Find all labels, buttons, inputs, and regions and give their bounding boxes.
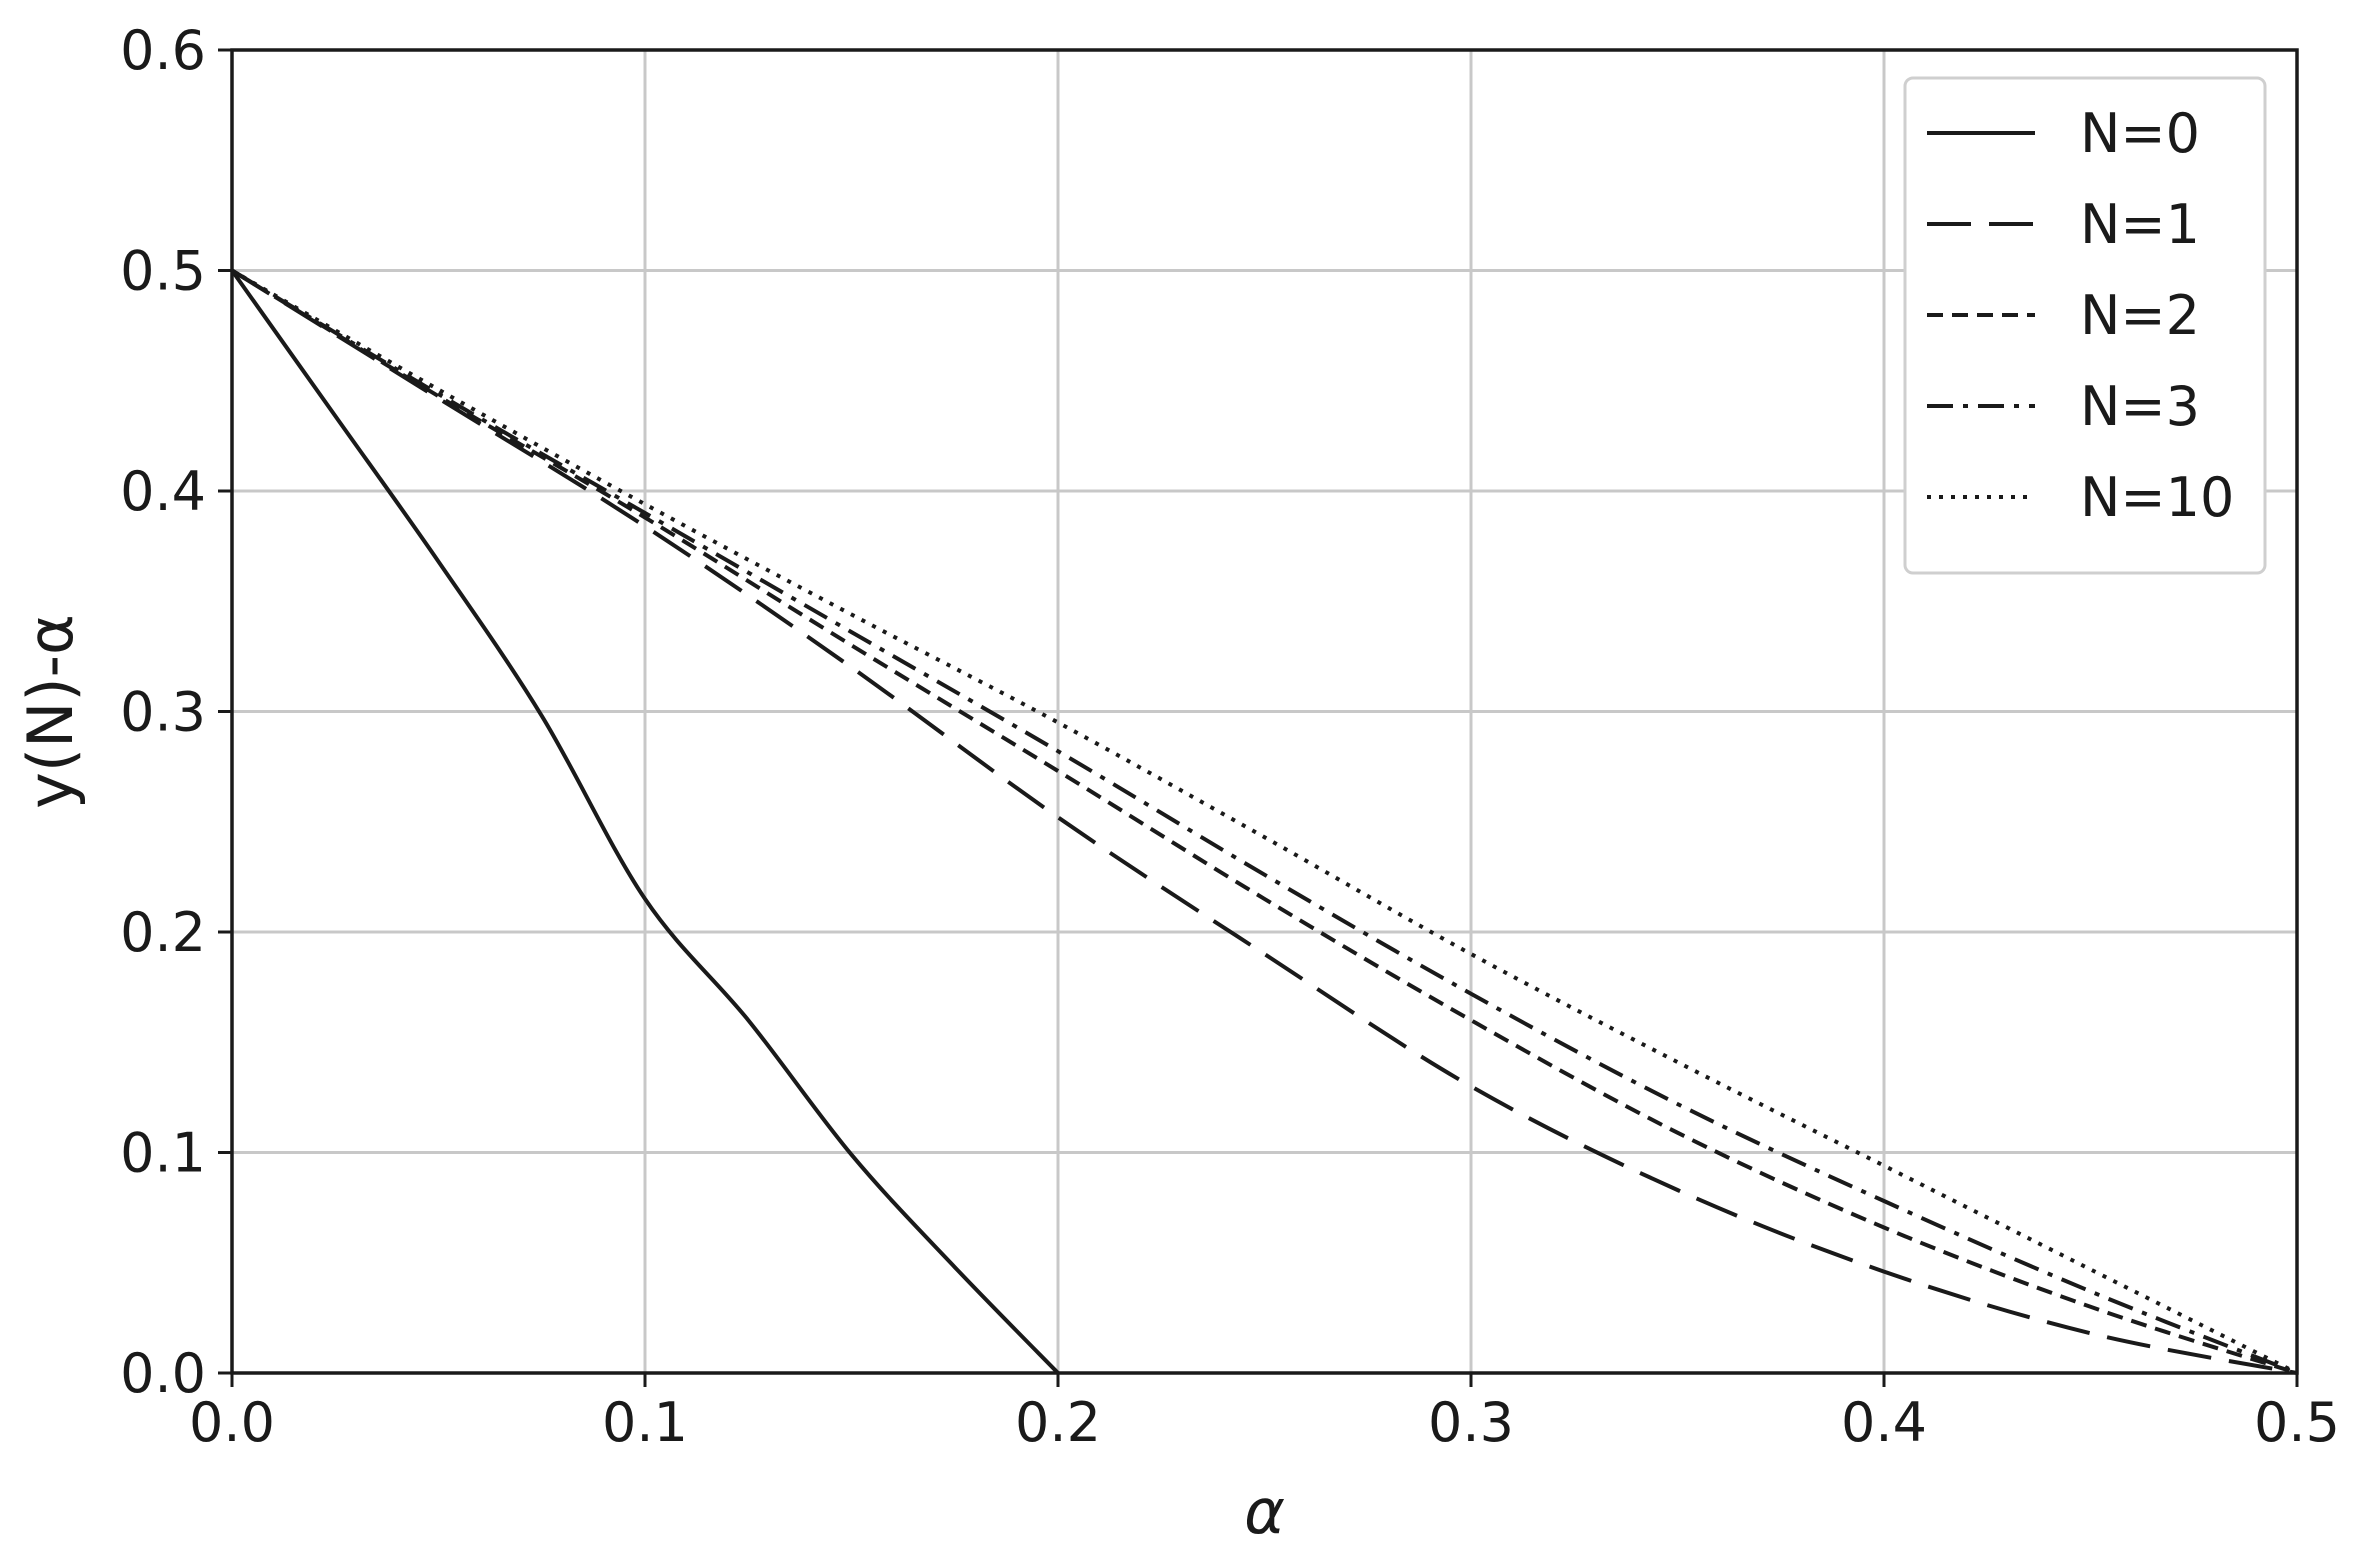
series-lines xyxy=(230,268,2298,1375)
x-tick-label: 0.3 xyxy=(1428,1391,1514,1454)
x-axis-ticks: 0.0 0.1 0.2 0.3 0.4 0.5 xyxy=(189,1373,2340,1454)
series-line-n-3 xyxy=(230,268,2298,1375)
x-tick-label: 0.2 xyxy=(1015,1391,1101,1454)
y-tick-label: 0.6 xyxy=(120,19,206,82)
legend-label: N=0 xyxy=(2080,102,2200,165)
y-axis-label: y(N)-α xyxy=(14,614,87,809)
y-tick-label: 0.4 xyxy=(120,460,206,523)
y-tick-label: 0.3 xyxy=(120,681,206,744)
series-line-n-0 xyxy=(230,269,1060,1375)
x-tick-label: 0.5 xyxy=(2254,1391,2340,1454)
legend-box xyxy=(1903,76,2267,575)
series-line-n-1 xyxy=(230,268,2298,1375)
x-tick-label: 0.4 xyxy=(1841,1391,1927,1454)
x-tick-label: 0.1 xyxy=(602,1391,688,1454)
legend-label: N=2 xyxy=(2080,284,2200,347)
series-line-n-2 xyxy=(230,268,2298,1375)
legend-label: N=10 xyxy=(2080,466,2234,529)
legend-label: N=1 xyxy=(2080,193,2200,256)
y-tick-label: 0.2 xyxy=(120,901,206,964)
y-tick-label: 0.1 xyxy=(120,1122,206,1185)
y-tick-label: 0.0 xyxy=(120,1342,206,1405)
y-tick-label: 0.5 xyxy=(120,240,206,303)
legend: N=0 N=1 N=2 N=3 N=10 xyxy=(1903,76,2267,575)
legend-label: N=3 xyxy=(2080,375,2200,438)
x-tick-label: 0.0 xyxy=(189,1391,275,1454)
series-line-n-10 xyxy=(231,268,2298,1375)
x-axis-label: α xyxy=(1244,1475,1285,1546)
y-axis-ticks: 0.0 0.1 0.2 0.3 0.4 0.5 0.6 xyxy=(120,19,232,1405)
